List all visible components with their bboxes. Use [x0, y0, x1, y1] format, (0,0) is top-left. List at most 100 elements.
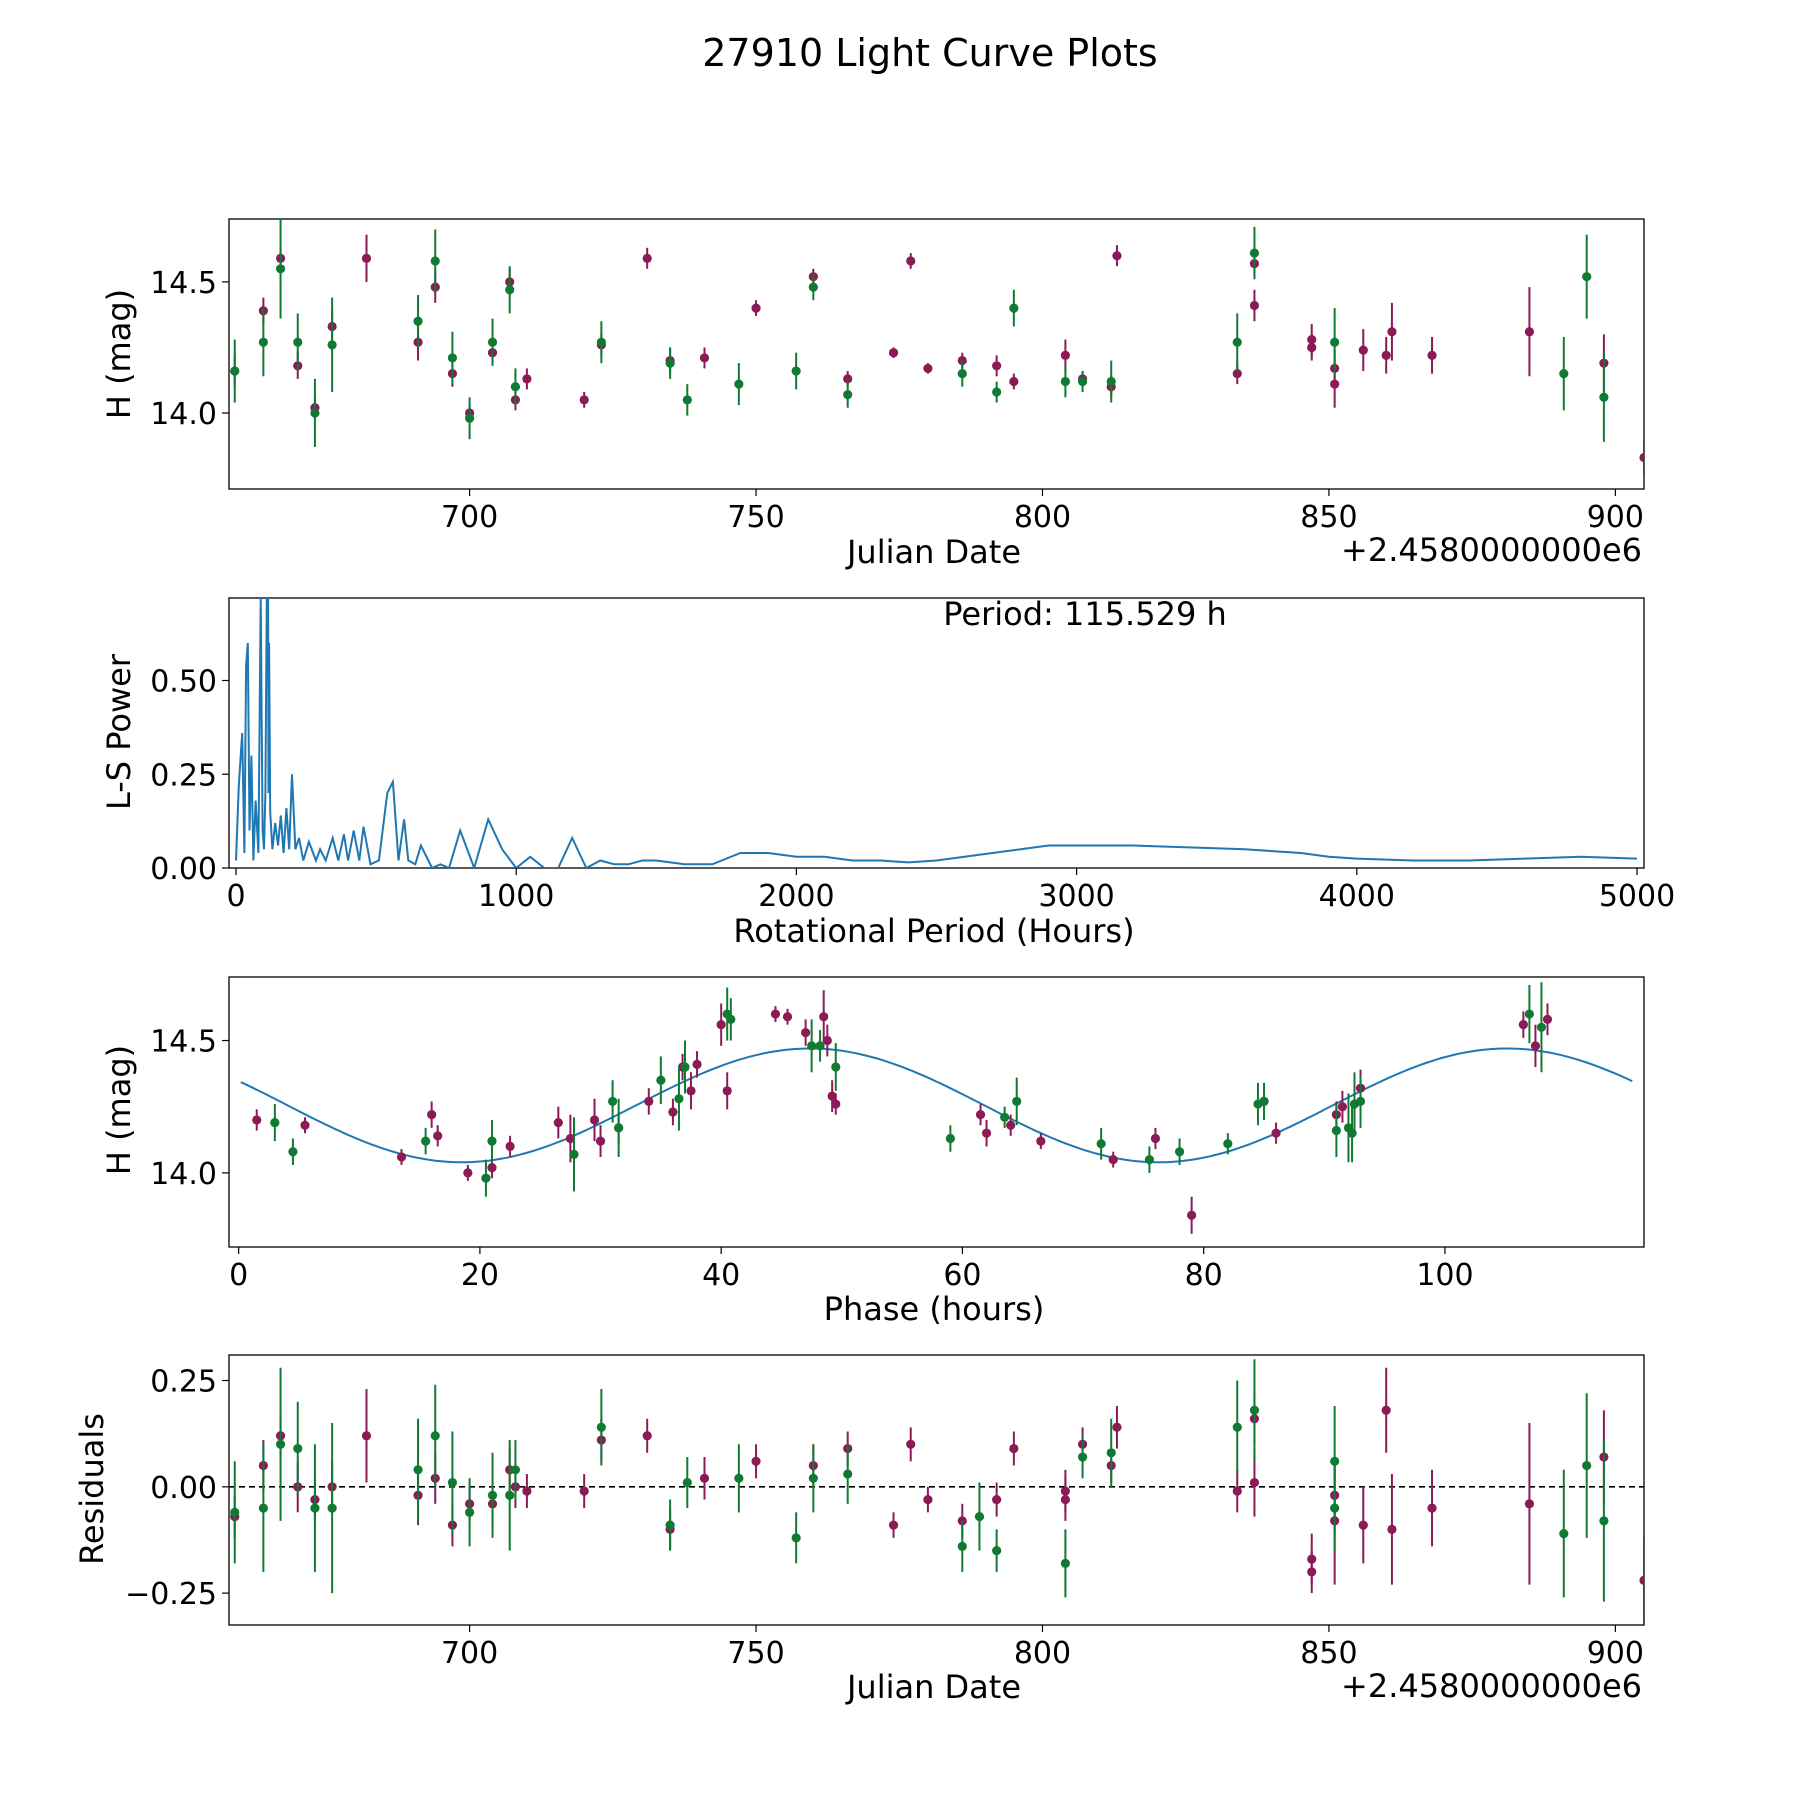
lc-ylabel: H (mag) — [100, 289, 138, 419]
phase-xtick-label: 20 — [461, 1258, 499, 1293]
resid-xtick-label: 800 — [1014, 1636, 1071, 1671]
point-r — [644, 1096, 654, 1107]
point-r — [981, 1128, 992, 1138]
point-r — [1150, 1133, 1161, 1144]
ls-xtick-label: 3000 — [1038, 879, 1114, 914]
point-r — [1009, 1443, 1019, 1454]
point-r — [782, 1012, 793, 1022]
period-annotation: Period: 115.529 h — [943, 595, 1227, 633]
point-r — [433, 1131, 443, 1141]
ls-xtick-label: 4000 — [1319, 879, 1395, 914]
point-g — [275, 1439, 286, 1449]
point-r — [553, 1117, 563, 1128]
point-g — [596, 337, 606, 347]
point-r — [1060, 350, 1070, 360]
point-r — [975, 1110, 986, 1120]
point-r — [595, 1136, 606, 1146]
point-r — [668, 1107, 678, 1117]
periodogram-line — [235, 598, 1638, 868]
point-r — [831, 1099, 841, 1109]
point-r — [1381, 1405, 1391, 1415]
point-g — [1106, 376, 1116, 387]
lc-ytick-label: 14.0 — [150, 397, 217, 432]
point-r — [1387, 327, 1397, 337]
phase-ylabel: H (mag) — [100, 1045, 138, 1175]
point-r — [1112, 1422, 1122, 1432]
point-g — [1232, 1422, 1242, 1432]
point-r — [427, 1110, 437, 1120]
point-r — [361, 1431, 372, 1441]
point-g — [945, 1133, 955, 1144]
point-g — [1174, 1147, 1185, 1157]
resid-offset-text: +2.4580000000e6 — [1341, 1667, 1642, 1705]
point-g — [1060, 376, 1070, 387]
point-g — [310, 1503, 320, 1513]
phase-xtick-label: 40 — [702, 1258, 740, 1293]
point-g — [1330, 1456, 1340, 1466]
resid-plot-frame — [228, 1354, 1645, 1626]
point-r — [1358, 345, 1368, 355]
point-r — [906, 256, 916, 266]
lc-xtick-label: 800 — [1014, 500, 1071, 535]
point-g — [957, 369, 967, 379]
resid-xtick-label: 750 — [727, 1636, 784, 1671]
point-g — [1000, 1112, 1010, 1122]
lc-data-layer — [230, 219, 1644, 476]
point-r — [716, 1020, 726, 1030]
point-g — [569, 1149, 579, 1159]
point-g — [1259, 1096, 1269, 1107]
ls-xtick-label: 2000 — [758, 879, 834, 914]
phase-xtick-label: 0 — [229, 1258, 248, 1293]
point-g — [791, 366, 801, 376]
point-g — [957, 1541, 967, 1551]
lc-plot-frame — [228, 218, 1645, 490]
model-curve — [240, 1047, 1633, 1164]
lc-xtick-label: 700 — [441, 500, 498, 535]
resid-xtick-label: 700 — [441, 1636, 498, 1671]
point-r — [1009, 376, 1019, 387]
point-g — [510, 1465, 521, 1475]
point-r — [992, 361, 1002, 371]
resid-ylabel: Residuals — [73, 1413, 111, 1565]
point-g — [487, 1490, 498, 1500]
point-g — [421, 1136, 431, 1146]
point-r — [463, 1168, 473, 1178]
phase-plot-frame — [228, 976, 1645, 1248]
point-r — [1337, 1102, 1348, 1112]
point-r — [1639, 1575, 1644, 1585]
phase-xtick-label: 60 — [943, 1258, 981, 1293]
point-g — [815, 1041, 825, 1051]
phase-data-layer — [240, 982, 1633, 1234]
point-g — [843, 1469, 853, 1479]
point-g — [1599, 392, 1609, 402]
point-r — [1036, 1136, 1046, 1146]
point-g — [596, 1422, 606, 1432]
point-g — [288, 1147, 298, 1157]
point-r — [699, 353, 710, 363]
lc-ytick-label: 14.5 — [150, 266, 217, 301]
lc-xtick-label: 850 — [1300, 500, 1357, 535]
point-g — [447, 1477, 458, 1488]
point-g — [1249, 1405, 1260, 1415]
point-r — [579, 395, 589, 405]
point-g — [465, 1507, 475, 1517]
lc-offset-text: +2.4580000000e6 — [1341, 531, 1642, 569]
ls-xtick-label: 0 — [226, 879, 245, 914]
point-r — [751, 1456, 761, 1466]
point-r — [1524, 1499, 1535, 1509]
point-r — [1524, 327, 1535, 337]
point-g — [413, 1465, 423, 1475]
point-r — [579, 1486, 589, 1496]
point-r — [522, 374, 532, 384]
point-g — [974, 1511, 985, 1522]
point-r — [722, 1086, 732, 1096]
resid-xlabel: Julian Date — [845, 1668, 1021, 1706]
point-g — [505, 285, 515, 295]
periodogram-panel: Period: 115.529 h Rotational Period (Hou… — [100, 595, 1675, 950]
point-r — [923, 363, 933, 374]
point-r — [992, 1494, 1002, 1505]
point-r — [1006, 1120, 1016, 1130]
point-g — [447, 353, 458, 363]
point-r — [1307, 1567, 1317, 1577]
point-g — [734, 1473, 744, 1483]
